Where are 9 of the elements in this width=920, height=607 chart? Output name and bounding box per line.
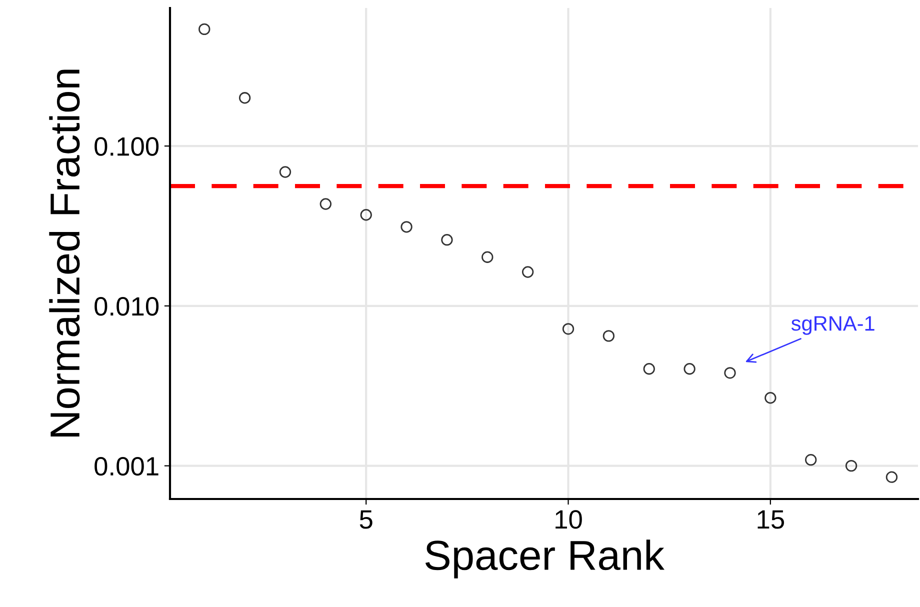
y-tick-label: 0.001: [94, 456, 158, 476]
y-axis-title: Normalized Fraction: [49, 70, 80, 436]
x-tick-label: 5: [360, 510, 372, 529]
y-tick-label: 0.100: [94, 137, 159, 156]
x-tick-label: 15: [758, 510, 784, 529]
x-axis-title: Spacer Rank: [425, 540, 664, 578]
annotation: sgRNA-1: [791, 316, 874, 335]
y-tick-label: 0.010: [94, 297, 159, 316]
x-tick-label: 10: [556, 510, 582, 529]
